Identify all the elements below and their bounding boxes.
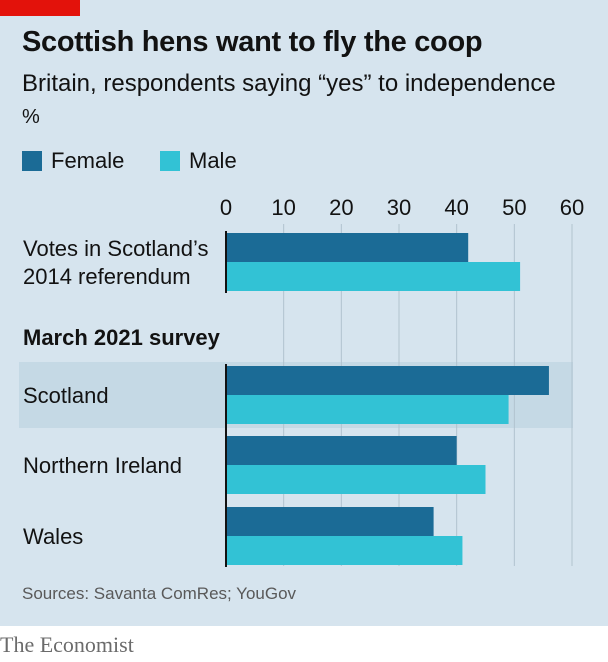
legend-item-female: Female — [22, 147, 124, 175]
bar-chart: 0 10 20 30 40 50 60 Votes in Scotland’s 2014 re… — [19, 195, 584, 567]
category-label: Votes in Scotland’s — [23, 236, 209, 261]
group-heading: March 2021 survey — [23, 325, 221, 350]
x-tick-label: 60 — [560, 195, 584, 220]
category-label: Scotland — [23, 383, 109, 408]
unit-label: % — [22, 106, 40, 128]
x-tick-label: 50 — [502, 195, 526, 220]
source-note: Sources: Savanta ComRes; YouGov — [22, 584, 297, 603]
bar-male — [226, 395, 509, 424]
legend-label-male: Male — [189, 148, 237, 173]
bar-male — [226, 465, 486, 494]
chart-title: Scottish hens want to fly the coop — [22, 26, 483, 58]
x-tick-label: 40 — [444, 195, 468, 220]
bar-male — [226, 536, 463, 565]
brand-accent-bar — [0, 0, 80, 16]
x-tick-label: 0 — [220, 195, 232, 220]
x-tick-label: 20 — [329, 195, 353, 220]
legend-swatch-male — [160, 151, 180, 171]
bar-female — [226, 436, 457, 465]
category-label: Northern Ireland — [23, 453, 182, 478]
x-tick-label: 30 — [387, 195, 411, 220]
chart-panel: Scottish hens want to fly the coop Brita… — [0, 0, 608, 626]
bar-female — [226, 507, 434, 536]
bar-female — [226, 366, 549, 395]
legend-label-female: Female — [51, 148, 125, 173]
category-label: 2014 referendum — [23, 264, 191, 289]
brand-logo-text: The Economist — [0, 632, 134, 657]
legend-swatch-female — [22, 151, 42, 171]
x-tick-label: 10 — [271, 195, 295, 220]
bar-female — [226, 233, 469, 262]
category-label: Wales — [23, 524, 83, 549]
bar-male — [226, 262, 521, 291]
chart-subtitle: Britain, respondents saying “yes” to ind… — [22, 70, 556, 97]
legend-item-male: Male — [160, 147, 237, 175]
